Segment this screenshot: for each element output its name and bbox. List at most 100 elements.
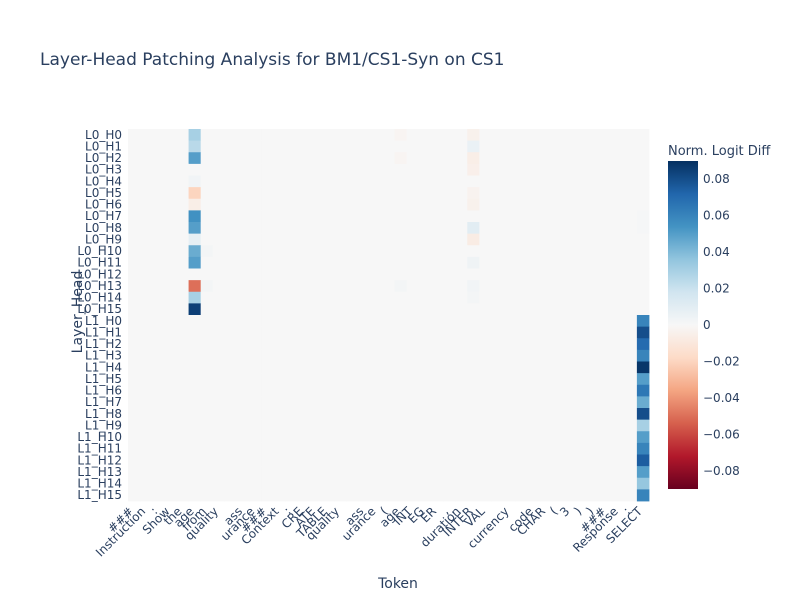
y-tick-label: L0_H5	[85, 186, 122, 200]
heatmap-cell	[406, 373, 420, 386]
heatmap-cell	[600, 268, 614, 281]
heatmap-cell	[467, 326, 480, 339]
heatmap-cell	[164, 489, 177, 502]
heatmap-cell	[455, 349, 468, 362]
heatmap-cell	[479, 349, 492, 362]
heatmap-cell	[418, 233, 432, 246]
y-tick-label: L0_H3	[85, 163, 122, 177]
heatmap-cell	[152, 442, 165, 455]
heatmap-cell	[224, 338, 238, 351]
heatmap-cell	[467, 198, 480, 211]
heatmap-cell	[479, 187, 492, 200]
heatmap-cell	[491, 466, 505, 479]
heatmap-cell	[346, 396, 359, 409]
heatmap-cell	[406, 384, 420, 397]
heatmap-cell	[249, 489, 262, 502]
heatmap-cell	[224, 431, 238, 444]
heatmap-cell	[430, 489, 444, 502]
heatmap-cell	[479, 326, 492, 339]
heatmap-cell	[576, 466, 589, 479]
heatmap-cell	[152, 140, 165, 153]
heatmap-cell	[503, 419, 517, 432]
heatmap-cell	[224, 291, 238, 304]
heatmap-cell	[212, 489, 226, 502]
heatmap-cell	[176, 338, 189, 351]
heatmap-cell	[430, 349, 444, 362]
heatmap-cell	[273, 140, 286, 153]
heatmap-cell	[237, 419, 250, 432]
heatmap-cell	[188, 222, 202, 235]
heatmap-cell	[479, 454, 492, 467]
heatmap-cell	[152, 210, 165, 223]
heatmap-cell	[552, 210, 565, 223]
heatmap-cell	[297, 175, 311, 188]
heatmap-cell	[527, 291, 541, 304]
heatmap-cell	[600, 442, 614, 455]
heatmap-cell	[346, 466, 359, 479]
heatmap-cell	[358, 222, 371, 235]
heatmap-cell	[224, 222, 238, 235]
colorbar-tick-label: −0.08	[703, 464, 740, 478]
heatmap-cell	[321, 268, 335, 281]
heatmap-cell	[188, 419, 202, 432]
heatmap-cell	[443, 198, 456, 211]
heatmap-cell	[237, 489, 250, 502]
heatmap-cell	[588, 442, 601, 455]
heatmap-cell	[333, 431, 347, 444]
heatmap-cell	[140, 163, 153, 176]
heatmap-cell	[285, 361, 299, 374]
heatmap-cell	[636, 454, 650, 467]
heatmap-cell	[503, 187, 517, 200]
heatmap-cell	[527, 384, 541, 397]
heatmap-cell	[333, 163, 347, 176]
heatmap-cell	[164, 419, 177, 432]
heatmap-cell	[200, 442, 214, 455]
heatmap-cell	[552, 187, 565, 200]
heatmap-cell	[212, 454, 226, 467]
heatmap-cell	[600, 384, 614, 397]
heatmap-cell	[128, 210, 141, 223]
heatmap-cell	[443, 163, 456, 176]
heatmap-cell	[539, 268, 553, 281]
heatmap-cell	[346, 489, 359, 502]
heatmap-cell	[128, 408, 141, 421]
heatmap-cell	[237, 315, 250, 328]
heatmap-cell	[576, 198, 589, 211]
heatmap-cell	[527, 303, 541, 316]
heatmap-cell	[285, 408, 299, 421]
heatmap-cell	[527, 442, 541, 455]
heatmap-cell	[503, 489, 517, 502]
heatmap-cell	[382, 245, 395, 258]
heatmap-cell	[333, 210, 347, 223]
heatmap-cell	[370, 140, 383, 153]
heatmap-cell	[140, 477, 153, 490]
heatmap-cell	[333, 349, 347, 362]
heatmap-cell	[212, 396, 226, 409]
heatmap-cell	[576, 222, 589, 235]
heatmap-cell	[394, 466, 408, 479]
heatmap-cell	[261, 256, 274, 269]
heatmap-cell	[624, 140, 638, 153]
heatmap-cell	[346, 175, 359, 188]
heatmap-cell	[479, 338, 492, 351]
heatmap-cell	[636, 245, 650, 258]
y-tick-label: L1_H15	[77, 488, 122, 502]
heatmap-cell	[200, 408, 214, 421]
heatmap-cell	[200, 466, 214, 479]
heatmap-cell	[249, 256, 262, 269]
heatmap-cell	[370, 291, 383, 304]
heatmap-cell	[503, 291, 517, 304]
heatmap-cell	[333, 245, 347, 258]
heatmap-cell	[152, 187, 165, 200]
heatmap-cell	[636, 303, 650, 316]
heatmap-cell	[321, 477, 335, 490]
heatmap-cell	[297, 268, 311, 281]
heatmap-cell	[564, 233, 577, 246]
heatmap-cell	[491, 129, 505, 142]
heatmap-cell	[552, 454, 565, 467]
heatmap-cell	[370, 233, 383, 246]
heatmap-cell	[358, 280, 371, 293]
heatmap-cell	[382, 384, 395, 397]
heatmap-cell	[491, 419, 505, 432]
